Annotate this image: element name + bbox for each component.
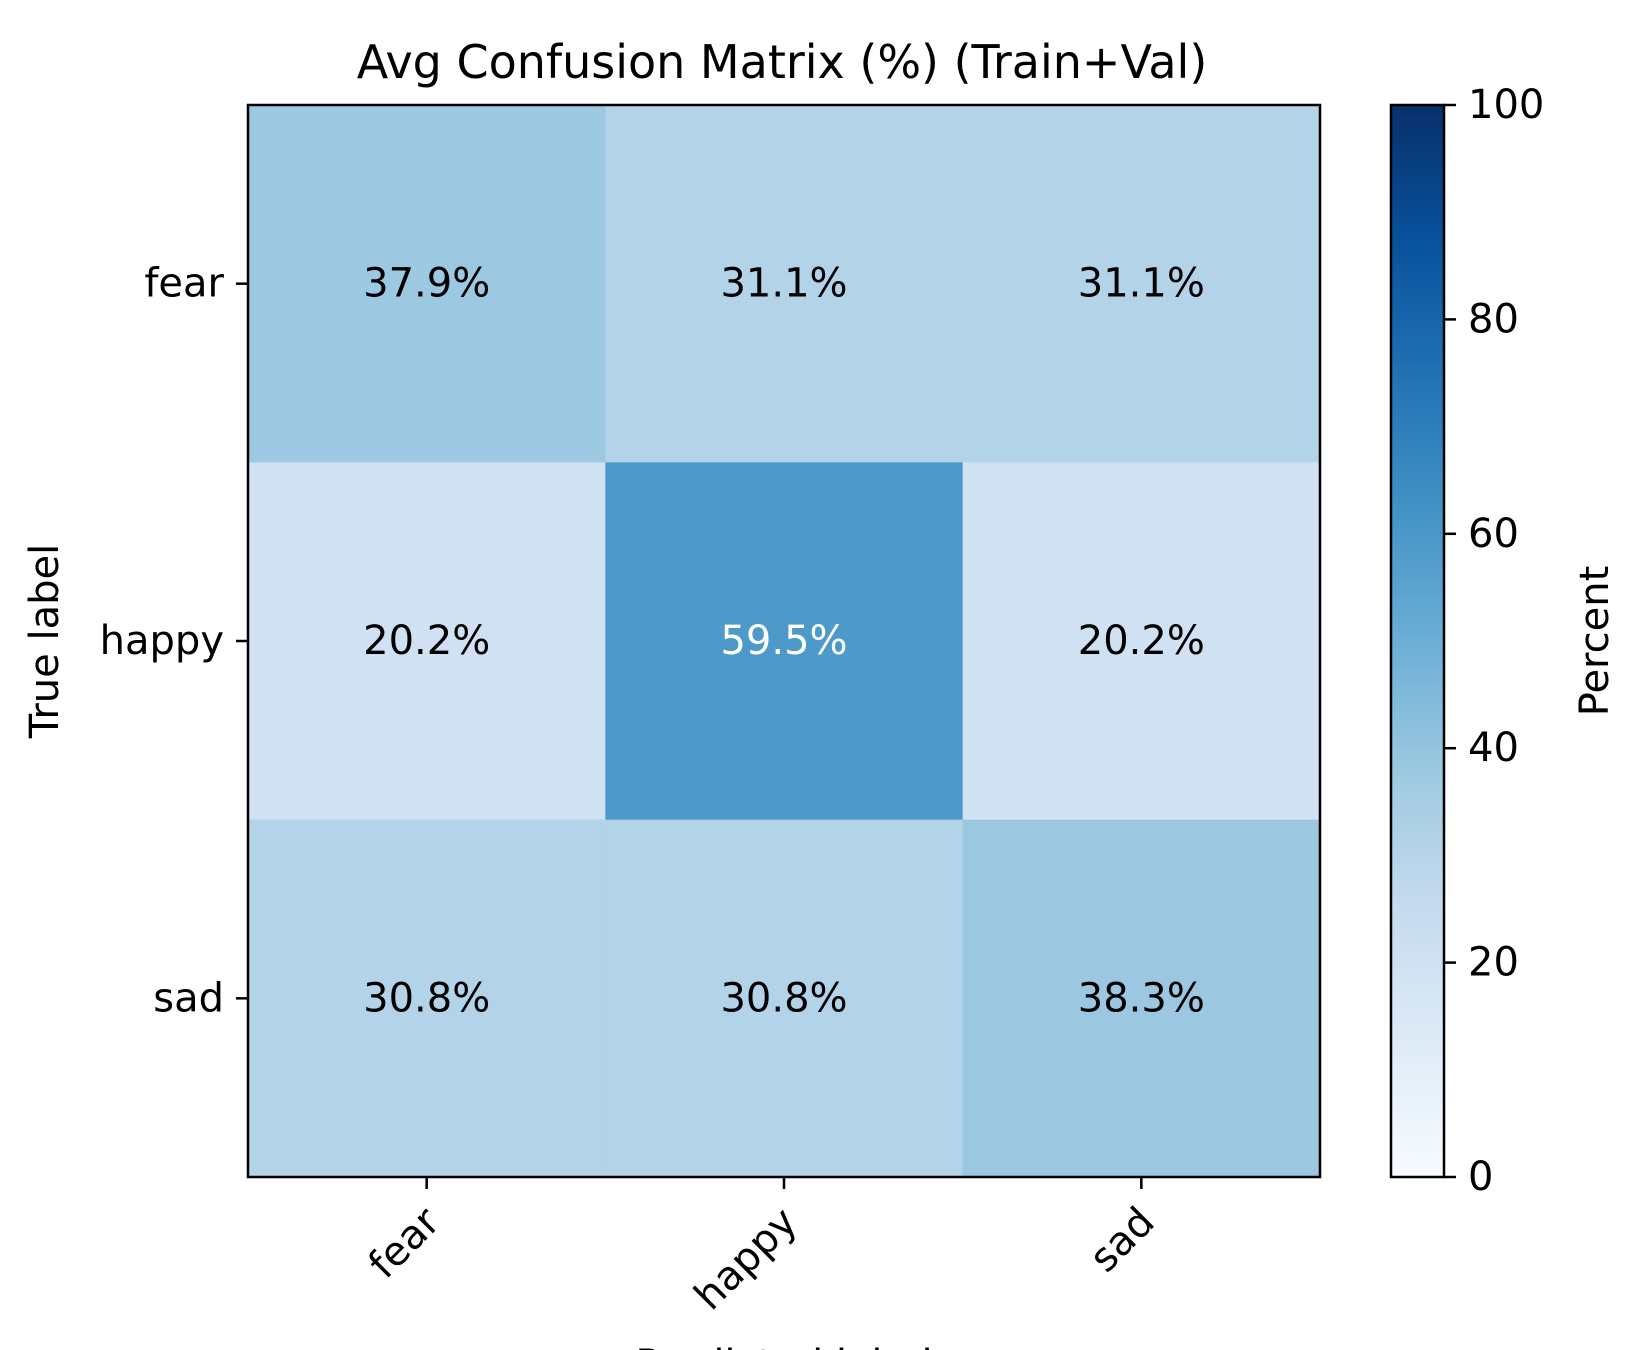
y-axis-label: True label [22,544,68,739]
heatmap-cell-happy-happy [605,462,964,821]
colorbar-ticks: 0 20 40 60 80 100 [1444,82,1544,1200]
heatmap-cell-happy-fear [248,462,606,821]
heatmap-cell-sad-sad [962,819,1321,1178]
chart-title: Avg Confusion Matrix (%) (Train+Val) [357,35,1208,89]
cell-value-label: 31.1% [720,261,847,307]
colorbar-tick-label: 60 [1468,511,1519,557]
x-axis-label: Predicted label [635,1342,932,1350]
colorbar-tick-label: 80 [1468,296,1519,342]
y-tick-label: happy [100,618,224,664]
cell-value-label: 20.2% [1078,618,1205,664]
y-axis-ticks: fear happy sad [100,261,248,1021]
cell-value-label: 38.3% [1078,975,1205,1021]
heatmap-cells [248,105,1321,1178]
cell-value-label: 30.8% [720,975,847,1021]
colorbar-label: Percent [1572,566,1618,717]
x-tick-label: happy [686,1199,806,1319]
colorbar [1389,103,1446,1179]
heatmap-cell-fear-fear [248,105,606,463]
colorbar-tick-label: 0 [1468,1154,1493,1200]
heatmap-cell-sad-fear [248,819,606,1178]
heatmap-cell-happy-sad [962,462,1321,821]
x-tick-label: fear [360,1198,449,1287]
cell-value-label: 30.8% [363,975,490,1021]
cell-value-label: 31.1% [1078,261,1205,307]
cell-value-label: 20.2% [363,618,490,664]
cell-value-label: 37.9% [363,261,490,307]
y-tick-label: fear [144,261,224,307]
heatmap-cell-sad-happy [605,819,964,1178]
colorbar-tick-label: 100 [1468,82,1544,128]
x-tick-label: sad [1081,1199,1164,1282]
colorbar-tick-label: 40 [1468,725,1519,771]
heatmap-cell-fear-sad [962,105,1321,463]
heatmap-cell-labels: 37.9% 31.1% 31.1% 20.2% 59.5% 20.2% 30.8% 30.8%… [363,261,1205,1022]
cell-value-label: 59.5% [720,618,847,664]
heatmap-cell-fear-happy [605,105,964,463]
x-axis-ticks: fear happy sad [360,1177,1164,1319]
colorbar-tick-label: 20 [1468,940,1519,986]
y-tick-label: sad [153,975,224,1021]
